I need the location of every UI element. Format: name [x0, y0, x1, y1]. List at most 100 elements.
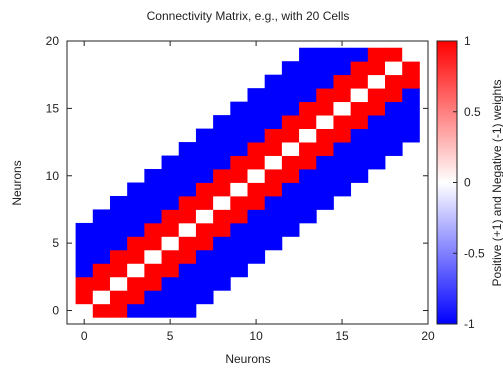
heatmap-cell — [178, 263, 197, 278]
heatmap-cell — [161, 303, 180, 318]
heatmap-cell — [230, 169, 248, 183]
heatmap-cell — [264, 101, 283, 116]
heatmap-cell — [350, 128, 369, 143]
heatmap-cell — [350, 61, 369, 76]
heatmap-cell — [299, 155, 317, 170]
heatmap-cell — [281, 128, 300, 143]
heatmap-cell — [127, 195, 145, 210]
y-axis: 0 5 10 15 20 — [46, 34, 428, 318]
heatmap-cell — [195, 263, 214, 278]
heatmap-cell — [247, 128, 266, 143]
heatmap-cell — [299, 74, 317, 89]
colorbar-label: Positive (+1) and Negative (-1) weights — [490, 79, 503, 286]
heatmap-cell — [316, 155, 334, 170]
heatmap-cell — [161, 249, 180, 264]
heatmap-cell — [264, 115, 283, 129]
heatmap-cell — [109, 222, 128, 237]
heatmap-cell — [92, 290, 111, 305]
heatmap-cell — [385, 47, 403, 62]
heatmap-cell — [316, 101, 334, 116]
heatmap-cell — [367, 74, 386, 89]
heatmap-cell — [144, 209, 162, 224]
heatmap-cell — [178, 155, 197, 170]
heatmap-cell — [281, 61, 300, 76]
heatmap-cell — [178, 182, 197, 197]
heatmap-cell — [213, 142, 231, 156]
heatmap-cell — [195, 128, 214, 143]
heatmap-cell — [367, 61, 386, 76]
colorbar-tick-label: -0.5 — [464, 246, 485, 260]
heatmap-cell — [109, 195, 128, 210]
heatmap-cell — [385, 142, 403, 156]
heatmap-cell — [178, 236, 197, 251]
heatmap-cell — [281, 222, 300, 237]
heatmap-cell — [264, 222, 283, 237]
heatmap-cell — [230, 263, 248, 278]
heatmap-cell — [161, 182, 180, 197]
heatmap-cell — [127, 222, 145, 237]
heatmap-cell — [109, 263, 128, 278]
heatmap-cell — [281, 169, 300, 183]
heatmap-cell — [402, 47, 420, 62]
heatmap-cell — [92, 263, 111, 278]
heatmap-cell — [299, 115, 317, 129]
heatmap-cell — [178, 303, 197, 318]
heatmap-cell — [367, 47, 386, 62]
heatmap-cell — [230, 249, 248, 264]
heatmap-cell — [178, 209, 197, 224]
heatmap-cell — [299, 209, 317, 224]
heatmap-cell — [402, 128, 420, 143]
heatmap-cell — [178, 169, 197, 183]
x-axis: 0 5 10 15 20 — [81, 41, 435, 343]
heatmap-cell — [195, 155, 214, 170]
x-axis-label: Neurons — [225, 352, 270, 366]
heatmap-cell — [230, 182, 248, 197]
heatmap-cell — [316, 88, 334, 103]
heatmap-cell — [367, 115, 386, 129]
heatmap-cell — [281, 209, 300, 224]
heatmap-cell — [264, 195, 283, 210]
heatmap-cell — [281, 101, 300, 116]
heatmap-cell — [213, 169, 231, 183]
heatmap-cell — [264, 236, 283, 251]
heatmap-cell — [230, 101, 248, 116]
x-tick-label: 5 — [167, 329, 174, 343]
heatmap-cell — [350, 169, 369, 183]
heatmap-cell — [178, 195, 197, 210]
heatmap-cell — [195, 249, 214, 264]
heatmap-cell — [264, 182, 283, 197]
heatmap-cell — [299, 61, 317, 76]
heatmap-cell — [161, 169, 180, 183]
heatmap-cell — [127, 290, 145, 305]
heatmap-cell — [247, 195, 266, 210]
heatmap-cell — [281, 155, 300, 170]
heatmap-cell — [230, 128, 248, 143]
heatmap-cell — [178, 290, 197, 305]
heatmap-cell — [316, 195, 334, 210]
heatmap-cell — [299, 142, 317, 156]
heatmap-cell — [402, 61, 420, 76]
heatmap-cell — [144, 263, 162, 278]
heatmap-cell — [178, 249, 197, 264]
heatmap-cell — [316, 115, 334, 129]
heatmap-cell — [109, 303, 128, 318]
heatmap-cell — [247, 249, 266, 264]
heatmap-cell — [299, 101, 317, 116]
heatmap-cell — [333, 182, 352, 197]
heatmap-cell — [299, 88, 317, 103]
x-tick-label: 20 — [421, 329, 435, 343]
heatmap-cell — [281, 88, 300, 103]
heatmap-cell — [247, 209, 266, 224]
heatmap-cell — [350, 142, 369, 156]
heatmap-cell — [333, 142, 352, 156]
heatmap-cell — [402, 88, 420, 103]
heatmap-cell — [195, 209, 214, 224]
heatmap-cells — [75, 47, 420, 318]
heatmap-cell — [333, 155, 352, 170]
heatmap-cell — [75, 290, 94, 305]
heatmap-cell — [350, 101, 369, 116]
y-tick-label: 0 — [52, 304, 59, 318]
heatmap-cell — [161, 263, 180, 278]
heatmap-cell — [144, 195, 162, 210]
